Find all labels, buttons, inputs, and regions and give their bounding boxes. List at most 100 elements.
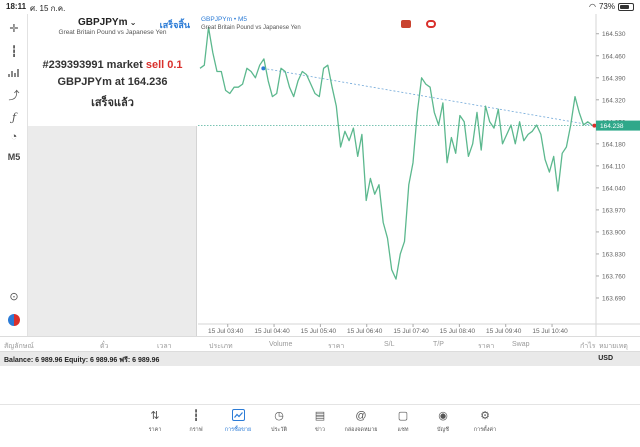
one-click-trading-icon[interactable] xyxy=(4,310,24,330)
chart-quick-trade-icon[interactable] xyxy=(401,20,411,28)
col-volume: Volume xyxy=(269,341,293,348)
price-chart[interactable]: 164.530164.460164.390164.320164.250164.1… xyxy=(198,14,640,336)
y-tick-label: 163.970 xyxy=(602,207,626,214)
col-comment: หมายเหตุ xyxy=(599,343,628,350)
trendline-anchor-end xyxy=(592,123,597,128)
result-line-2: GBPJPYm at 164.236 xyxy=(28,76,197,88)
tab-account[interactable]: ◉ บัญชี xyxy=(423,409,463,434)
one-click-glyph xyxy=(8,314,20,326)
tab-news[interactable]: ▤ ข่าว xyxy=(300,409,340,434)
chart-title: GBPJPYm • M5 xyxy=(201,16,247,23)
tab-label: แชท xyxy=(397,427,409,433)
zoom-icon[interactable]: ⊙ xyxy=(9,290,19,303)
y-tick-label: 164.320 xyxy=(602,97,626,104)
account-person-icon: ◉ xyxy=(438,410,448,422)
tab-trade[interactable]: การซื้อขาย xyxy=(218,409,258,434)
y-tick-label: 163.900 xyxy=(602,229,626,236)
status-bar: 18:11 ศ. 15 ก.ค. ◠ 73% xyxy=(0,0,640,14)
tab-charts[interactable]: ┇ กราฟ xyxy=(176,409,216,434)
trendline xyxy=(263,67,595,126)
x-tick-label: 15 Jul 10:40 xyxy=(532,328,568,335)
timeframe-button[interactable]: M5 xyxy=(7,152,21,162)
y-tick-label: 164.530 xyxy=(602,31,626,38)
x-tick-label: 15 Jul 03:40 xyxy=(208,328,244,335)
order-symbol-text: GBPJPYm at xyxy=(57,76,128,88)
col-sl: S/L xyxy=(384,341,395,348)
y-tick-label: 164.460 xyxy=(602,53,626,60)
balance-bar: Balance: 6 989.96 Equity: 6 989.96 ฟรี: … xyxy=(0,352,640,366)
status-date: ศ. 15 ก.ค. xyxy=(30,4,66,13)
balance-text: Balance: 6 989.96 Equity: 6 989.96 ฟรี: … xyxy=(4,357,160,364)
symbol-description: Great Britain Pound vs Japanese Yen xyxy=(58,29,167,36)
y-tick-label: 163.830 xyxy=(602,251,626,258)
status-time: 18:11 xyxy=(6,2,27,11)
status-right: ◠ 73% xyxy=(589,2,634,11)
bottom-tab-bar: ⇅ ราคา ┇ กราฟ การซื้อขาย ◷ ประวัติ ▤ ข่าว @ ก… xyxy=(0,404,640,447)
wifi-icon: ◠ xyxy=(589,2,596,11)
tab-history[interactable]: ◷ ประวัติ xyxy=(259,409,299,434)
col-ticket: ตั๋ว xyxy=(100,343,109,350)
tab-label: การตั้งค่า xyxy=(473,427,497,433)
chart-toolbar: ✛ ┇ ⤴ ƒ ◔ M5 ⊙ xyxy=(0,14,28,336)
x-tick-label: 15 Jul 07:40 xyxy=(393,328,429,335)
objects-icon[interactable]: ⤴ xyxy=(8,90,20,102)
y-tick-label: 164.110 xyxy=(602,163,625,170)
tab-label: บัญชี xyxy=(437,427,449,433)
battery-percent: 73% xyxy=(598,2,615,11)
symbol-label: GBPJPYm xyxy=(78,17,128,28)
x-tick-label: 15 Jul 04:40 xyxy=(254,328,290,335)
positions-header: สัญลักษณ์ ตั๋ว เวลา ประเภท Volume ราคา S… xyxy=(0,336,640,352)
result-line-3: เสร็จแล้ว xyxy=(91,97,134,109)
col-time: เวลา xyxy=(157,343,172,350)
tab-mailbox[interactable]: @ กล่องจดหมาย xyxy=(341,409,381,434)
x-tick-label: 15 Jul 09:40 xyxy=(486,328,522,335)
price-series-line xyxy=(199,26,593,280)
shapes-icon[interactable]: ◔ xyxy=(10,131,18,143)
x-tick-label: 15 Jul 06:40 xyxy=(347,328,383,335)
tab-quotes[interactable]: ⇅ ราคา xyxy=(135,409,175,434)
x-tick-label: 15 Jul 05:40 xyxy=(301,328,337,335)
updown-arrows-icon: ⇅ xyxy=(150,410,160,422)
tab-chat[interactable]: ▢ แชท xyxy=(383,409,423,434)
col-swap: Swap xyxy=(512,341,530,348)
bars-glyph xyxy=(8,69,19,77)
order-result-card: GBPJPYm ⌄ เสร็จสิ้น Great Britain Pound … xyxy=(28,14,197,126)
history-clock-icon: ◷ xyxy=(274,410,284,422)
tab-label: กราฟ xyxy=(189,427,203,433)
chart-canvas: 164.530164.460164.390164.320164.250164.1… xyxy=(198,14,640,336)
current-price-label: 164.238 xyxy=(600,123,624,130)
col-price: ราคา xyxy=(328,343,345,350)
y-tick-label: 164.180 xyxy=(602,141,626,148)
chevron-down-icon: ⌄ xyxy=(127,18,137,27)
symbol-selector[interactable]: GBPJPYm ⌄ xyxy=(78,17,136,28)
battery-icon xyxy=(618,2,634,11)
candles-type-icon[interactable]: ┇ xyxy=(10,45,18,58)
chart-one-click-icon[interactable] xyxy=(426,20,436,28)
chat-bubble-icon: ▢ xyxy=(397,410,409,422)
mail-at-icon: @ xyxy=(355,410,367,422)
result-line-1: #239393991 market sell 0.1 xyxy=(28,59,197,71)
order-panel: GBPJPYm ⌄ เสร็จสิ้น Great Britain Pound … xyxy=(28,14,197,336)
function-icon[interactable]: ƒ xyxy=(11,110,17,124)
tab-label: การซื้อขาย xyxy=(224,427,252,433)
tab-settings[interactable]: ⚙ การตั้งค่า xyxy=(465,409,505,434)
y-tick-label: 164.390 xyxy=(602,75,626,82)
trade-glyph xyxy=(231,409,245,421)
col-profit: กำไร xyxy=(580,343,596,350)
x-tick-label: 15 Jul 08:40 xyxy=(440,328,476,335)
col-tp: T/P xyxy=(433,341,444,348)
trade-chart-icon xyxy=(218,409,258,423)
done-button[interactable]: เสร็จสิ้น xyxy=(159,20,190,30)
y-tick-label: 163.760 xyxy=(602,273,626,280)
settings-gear-icon: ⚙ xyxy=(480,410,490,422)
trendline-anchor-start xyxy=(261,66,266,71)
battery-fill xyxy=(620,4,630,9)
chart-subtitle: Great Britain Pound vs Japanese Yen xyxy=(201,25,301,31)
candles-icon: ┇ xyxy=(192,410,200,422)
indicators-icon[interactable] xyxy=(4,63,24,83)
tab-label: ประวัติ xyxy=(270,427,288,433)
crosshair-icon[interactable]: ✛ xyxy=(9,22,19,35)
col-symbol: สัญลักษณ์ xyxy=(4,343,34,350)
col-type: ประเภท xyxy=(209,343,233,350)
tab-label: ข่าว xyxy=(315,427,325,433)
